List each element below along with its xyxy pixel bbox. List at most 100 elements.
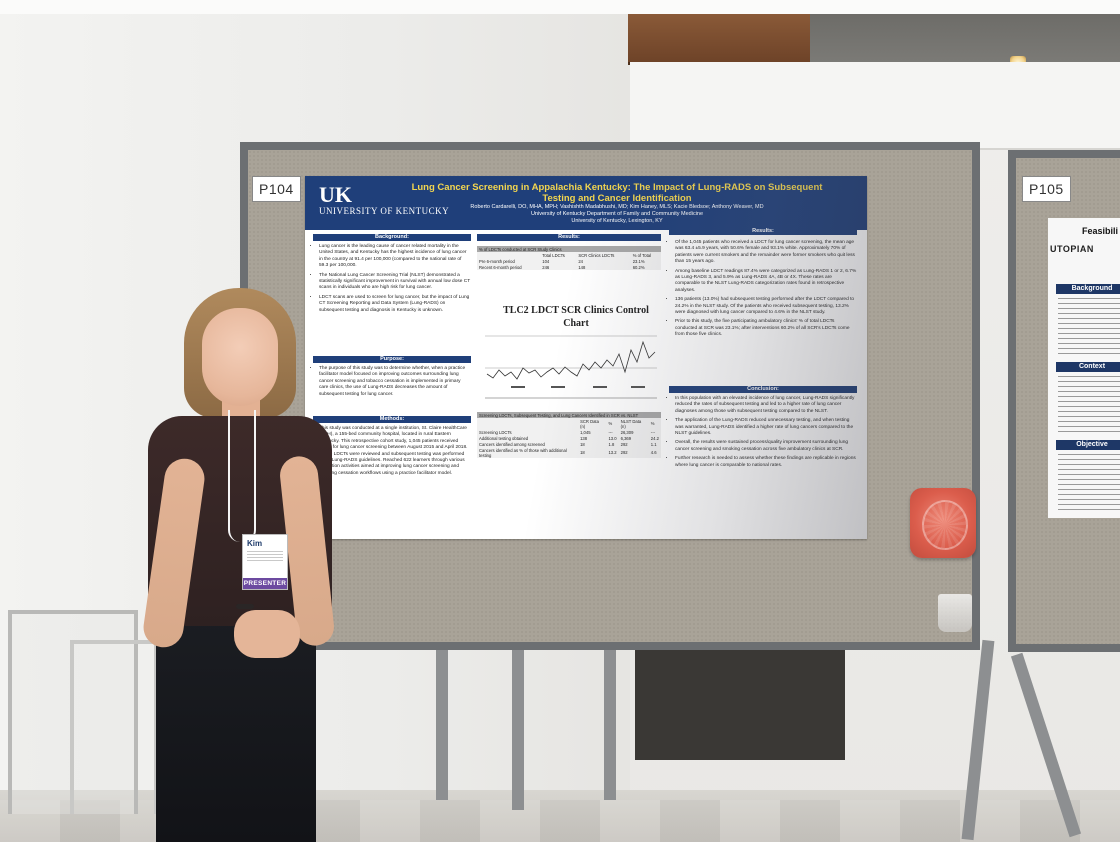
results-bullet: Of the 1,045 patients who received a LDC… (675, 240, 857, 266)
dark-doorway (635, 650, 845, 760)
badge-details (247, 551, 283, 563)
conclusion-bullet: In this population with an elevated inci… (675, 396, 857, 415)
conclusion-bullet: Overall, the results were sustained proc… (675, 440, 857, 453)
table-cell: 18 (580, 450, 585, 455)
research-poster-right: UTOPIAN Feasibili Background Context Obj… (1048, 218, 1120, 518)
table-row: Pre 6-month period 104 24 23.1% (477, 258, 661, 264)
table-cell: 1.1 (650, 441, 657, 447)
results-bullet: Prior to this study, the five participat… (675, 319, 857, 338)
poster2-text-block (1058, 376, 1120, 432)
results-text: Of the 1,045 patients who received a LDC… (667, 240, 857, 342)
table-cell: --- (608, 429, 613, 435)
board-leg (604, 650, 616, 800)
results-bullet: Among baseline LDCT readings 87.4% were … (675, 269, 857, 295)
table-cell: Cancers identified as % of those with ad… (479, 447, 567, 458)
logo-subtext: UNIVERSITY OF KENTUCKY (319, 206, 450, 216)
table-cell: 292 (620, 450, 628, 455)
background-bullet: LDCT scans are used to screen for lung c… (319, 295, 471, 314)
poster2-text-block (1058, 454, 1120, 514)
bracelet (236, 604, 254, 609)
conclusion-bullet: The application of the Lung-RADS reduced… (675, 418, 857, 437)
table-header: % (608, 421, 613, 426)
board-leg (512, 650, 524, 810)
table-cell: Cancers identified among screened (479, 441, 545, 447)
table-cell: 60.2% (632, 264, 645, 270)
control-chart-title: TLC2 LDCT SCR Clinics Control Chart (503, 305, 649, 329)
poster2-title: Feasibili (1082, 226, 1119, 236)
section-methods: Methods: (313, 416, 471, 423)
sanitizer-dispenser (910, 488, 976, 558)
control-chart (485, 335, 657, 399)
table-cell: Pre 6-month period (479, 258, 515, 264)
methods-bullet: This study was conducted at a single ins… (319, 426, 471, 477)
table-cell: 26,309 (620, 429, 634, 435)
background-bullet: Lung cancer is the leading cause of canc… (319, 244, 471, 270)
dispenser-ring (922, 500, 968, 550)
title-line-1: Lung Cancer Screening in Appalachia Kent… (411, 182, 823, 193)
name-badge: Kim PRESENTER (242, 534, 288, 590)
table-cell: 18 (580, 441, 585, 447)
section-conclusion: Conclusion: (669, 386, 857, 393)
poster2-section: Background (1056, 284, 1120, 294)
purpose-text: The purpose of this study was to determi… (311, 366, 471, 401)
poster-header: UK UNIVERSITY OF KENTUCKY Lung Cancer Sc… (305, 176, 867, 230)
chart-label-mark (551, 386, 565, 388)
table-cell: Recent 6-month period (479, 264, 522, 270)
table-caption: % of LDCTs conducted at SCR Study Clinic… (479, 246, 562, 252)
board-tag-left: P104 (252, 176, 301, 202)
chart-label-mark (593, 386, 607, 388)
table-row: Recent 6-month period 246 148 60.2% (477, 264, 661, 270)
section-background: Background: (313, 234, 471, 241)
board-leg (436, 650, 448, 800)
plastic-cup (938, 594, 972, 632)
research-poster: UK UNIVERSITY OF KENTUCKY Lung Cancer Sc… (305, 176, 867, 539)
board-tag-right: P105 (1022, 176, 1071, 202)
table-cell: 4.6 (650, 450, 657, 455)
results-bullet: 136 patients (13.0%) had subsequent test… (675, 297, 857, 316)
table-header: NLST Data (n) (620, 418, 642, 429)
chart-label-mark (511, 386, 525, 388)
table-header (477, 418, 578, 429)
affiliation: University of Kentucky Department of Fam… (530, 211, 704, 217)
purpose-bullet: The purpose of this study was to determi… (319, 366, 471, 398)
trousers (156, 618, 316, 842)
section-purpose: Purpose: (313, 356, 471, 363)
table-row: Cancers identified among screened 18 1.8… (477, 441, 661, 447)
poster-title: Lung Cancer Screening in Appalachia Kent… (397, 182, 837, 204)
background-bullet: The National Lung Cancer Screening Trial… (319, 273, 471, 292)
conclusion-text: In this population with an elevated inci… (667, 396, 857, 472)
ceiling-panel (810, 14, 1120, 62)
table-cell: Screening LDCTs (479, 429, 512, 435)
table-header: % of Total (632, 252, 652, 258)
table-cell: 13.0 (608, 435, 617, 441)
background-text: Lung cancer is the leading cause of canc… (311, 244, 471, 317)
poster2-section: Context (1056, 362, 1120, 372)
table-cell: 292 (620, 441, 628, 447)
table-row: Additional testing obtained 138 13.0 6,3… (477, 435, 661, 441)
table-cell: 1.8 (608, 441, 615, 447)
table-cell: 148 (578, 264, 586, 270)
section-results-right: Results: (669, 228, 857, 235)
authors: Roberto Cardarelli, DO, MHA, MPH; Vashis… (470, 204, 764, 210)
chart-label-mark (631, 386, 645, 388)
section-results-center: Results: (477, 234, 661, 241)
table-cell: 6,369 (620, 435, 632, 441)
table-row: Screening LDCTs 1,045 --- 26,309 --- (477, 429, 661, 435)
table-cell: 1,045 (580, 429, 591, 435)
balcony (630, 62, 1120, 150)
table-cell: 24 (578, 258, 583, 264)
table-cell: 138 (580, 435, 588, 441)
table-caption: Screening LDCTs, Subsequent Testing, and… (479, 412, 639, 418)
table-header: % (650, 421, 655, 426)
screening-comparison-table: Screening LDCTs, Subsequent Testing, and… (477, 412, 661, 458)
logo-text: UK (319, 182, 352, 207)
ceiling-strip (0, 0, 1120, 14)
clasped-hands (234, 610, 300, 658)
table-cell: 23.1% (632, 258, 645, 264)
table-cell: 24.2 (650, 435, 659, 441)
conclusion-bullet: Further research is needed to assess whe… (675, 456, 857, 469)
poster2-section: Objective (1056, 440, 1120, 450)
title-line-2: Testing and Cancer Identification (542, 193, 692, 204)
uk-logo: UK UNIVERSITY OF KENTUCKY (319, 182, 450, 217)
